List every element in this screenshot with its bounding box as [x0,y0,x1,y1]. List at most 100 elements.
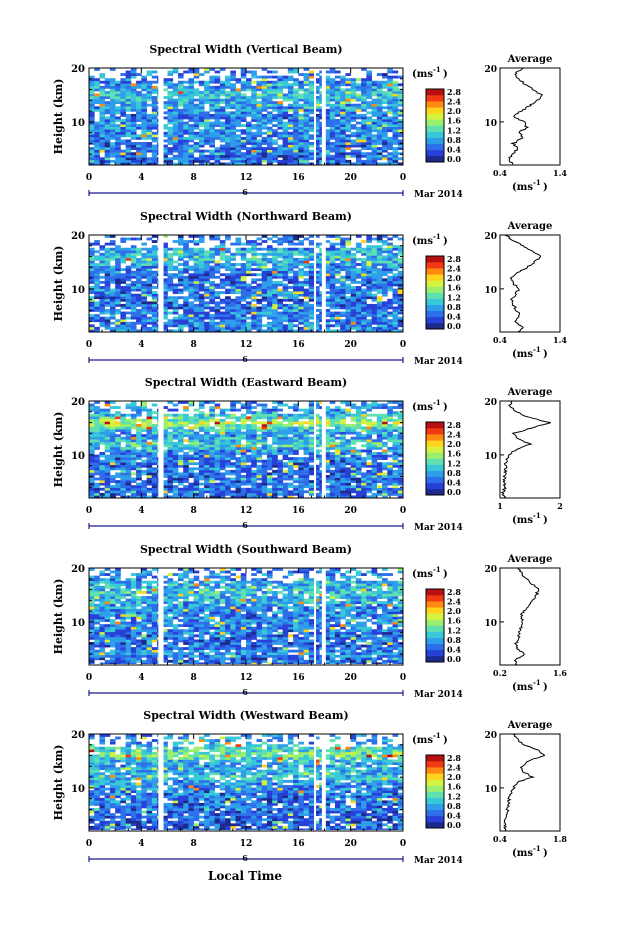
heatmap-cell [397,454,403,458]
heatmap-cell [109,316,116,320]
heatmap-cell [219,311,226,315]
heatmap-cell [125,126,132,130]
average-y-tick-label: 10 [484,286,497,296]
heatmap-cell [293,111,299,115]
heatmap-cell [94,477,100,481]
heatmap-cell [329,96,336,99]
heatmap-cell [287,452,294,455]
heatmap-cell [282,475,289,478]
heatmap-cell [382,240,388,243]
heatmap-cell [94,280,100,284]
heatmap-cell [371,469,378,473]
heatmap-cell [109,288,116,292]
heatmap-cell [109,252,116,256]
heatmap-cell [151,467,158,471]
heatmap-cell [397,247,403,251]
heatmap-cell [266,487,273,491]
heatmap-cell [350,273,357,277]
heatmap-cell [104,265,111,269]
heatmap-cell [151,136,158,140]
heatmap-cell [225,490,231,494]
heatmap-cell [204,268,210,272]
colorbar-swatch [426,316,444,324]
heatmap-cell [125,237,132,241]
heatmap-cell [397,286,403,289]
heatmap-cell [397,452,403,455]
heatmap-cell [256,247,263,251]
heatmap-cell [235,139,242,143]
heatmap-cell [146,283,153,287]
heatmap-cell [303,252,310,256]
heatmap-cell [303,296,310,300]
heatmap-cell [193,454,200,458]
heatmap-cell [89,462,95,466]
heatmap-cell [136,301,142,305]
heatmap-cell [209,296,215,300]
heatmap-cell [308,270,315,274]
heatmap-cell [382,314,388,317]
heatmap-cell [151,296,158,300]
heatmap-cell [303,452,310,455]
heatmap-cell [167,73,174,76]
heatmap-cell [277,314,284,317]
heatmap-cell [209,90,215,94]
heatmap-cell [99,492,106,496]
heatmap-cell [261,80,268,84]
heatmap-cell [246,260,252,264]
heatmap-cell [99,296,106,300]
heatmap-cell [371,278,378,282]
heatmap-cell [387,129,393,133]
heatmap-cell [99,301,106,305]
heatmap-cell [89,242,95,246]
heatmap-cell [177,144,184,148]
heatmap-cell [109,154,116,158]
heatmap-cell [209,108,215,112]
heatmap-cell [382,457,388,461]
heatmap-cell [204,280,210,284]
heatmap-cell [151,159,158,163]
heatmap-cell [115,90,121,94]
x-tick-label: 16 [292,340,305,350]
heatmap-cell [329,273,336,277]
heatmap-cell [130,454,137,458]
heatmap-cell [120,129,127,133]
heatmap-cell [256,139,263,143]
heatmap-cell [183,162,189,165]
heatmap-cell [324,131,331,135]
heatmap-cell [240,152,247,156]
heatmap-cell [282,275,289,279]
heatmap-cell [355,108,362,112]
heatmap-cell [282,260,289,264]
heatmap-cell [188,108,195,112]
heatmap-cell [225,116,231,120]
heatmap-cell [282,464,289,468]
heatmap-cell [198,319,205,323]
heatmap-cell [225,449,231,453]
heatmap-cell [361,101,367,105]
heatmap-cell [392,477,399,481]
heatmap-cell [146,467,153,471]
heatmap-cell [272,106,278,110]
heatmap-cell [177,96,184,99]
heatmap-cell [125,444,132,448]
heatmap-cell [392,321,399,325]
heatmap-cell [109,88,116,92]
heatmap-cell [282,454,289,458]
heatmap-cell [172,157,179,161]
heatmap-cell [350,490,357,494]
heatmap-cell [355,88,362,92]
heatmap-cell [355,154,362,158]
heatmap-cell [303,78,310,82]
heatmap-cell [214,152,221,156]
heatmap-cell [298,154,304,158]
heatmap-cell [130,452,137,455]
heatmap-cell [366,235,372,238]
heatmap-cell [193,252,200,256]
heatmap-cell [350,314,357,317]
heatmap-cell [141,309,147,312]
heatmap-cell [115,157,121,161]
heatmap-cell [99,309,106,312]
heatmap-cell [277,275,284,279]
heatmap-cell [230,78,236,82]
average-title: Average [507,221,553,232]
